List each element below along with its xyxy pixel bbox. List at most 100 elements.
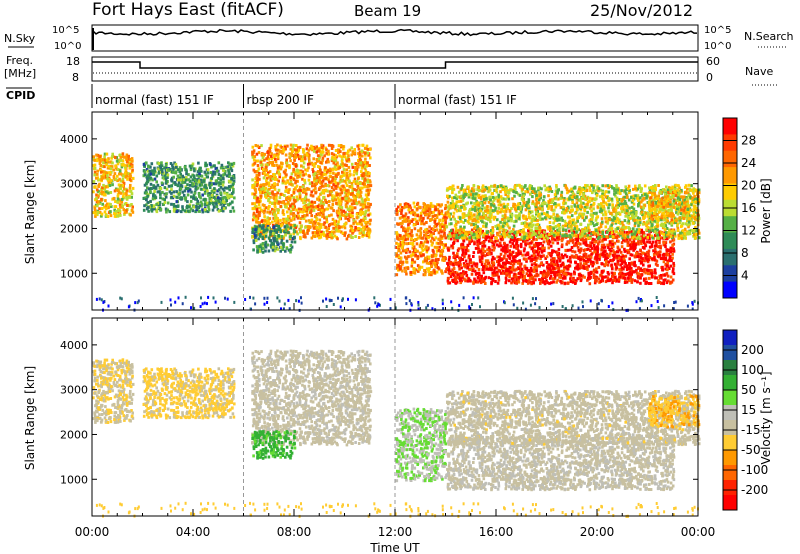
power-cell xyxy=(102,190,105,194)
power-cell xyxy=(107,202,111,206)
power-cell xyxy=(255,207,259,211)
power-cell xyxy=(289,209,293,213)
power-cell xyxy=(118,191,121,194)
power-cell xyxy=(266,163,269,167)
power-cell xyxy=(296,232,299,236)
power-cell xyxy=(290,153,293,157)
power-cell xyxy=(511,250,515,254)
power-cell xyxy=(306,143,309,147)
power-cell xyxy=(298,173,302,177)
power-cell xyxy=(109,160,112,164)
power-cell xyxy=(307,219,311,223)
power-cell xyxy=(256,196,259,200)
power-cell xyxy=(281,209,285,213)
power-cell xyxy=(257,200,261,204)
power-cell xyxy=(474,246,478,250)
power-cell xyxy=(342,168,346,172)
power-cell xyxy=(170,191,173,195)
power-cell xyxy=(363,233,367,237)
power-cell xyxy=(630,253,634,257)
power-cell xyxy=(410,234,413,238)
power-cell xyxy=(413,227,417,231)
power-cell xyxy=(367,198,370,202)
power-cell xyxy=(276,221,279,225)
power-cell xyxy=(366,174,369,178)
power-cell xyxy=(188,188,192,192)
power-cell xyxy=(252,207,255,211)
power-cell xyxy=(122,187,126,191)
power-cell xyxy=(503,261,506,265)
power-cell xyxy=(217,173,221,176)
power-cell xyxy=(190,195,193,199)
power-cell xyxy=(267,181,271,185)
power-cell xyxy=(439,254,442,258)
power-cell xyxy=(229,166,233,170)
power-cell xyxy=(321,209,324,212)
power-cell xyxy=(415,233,419,237)
power-cell xyxy=(466,262,469,266)
power-cell xyxy=(472,280,475,284)
power-cell xyxy=(414,223,417,227)
power-cell xyxy=(437,203,441,207)
power-cell xyxy=(98,155,102,159)
power-cell xyxy=(654,244,657,248)
power-cell xyxy=(594,248,598,252)
power-cell xyxy=(298,210,302,214)
power-cell xyxy=(204,172,208,176)
power-cell xyxy=(481,241,484,245)
power-cell xyxy=(264,231,268,235)
power-cell xyxy=(305,153,309,157)
power-cell xyxy=(295,195,299,199)
power-cell xyxy=(512,279,516,283)
power-cell xyxy=(354,162,358,166)
power-cell xyxy=(443,215,446,219)
power-cell xyxy=(490,258,494,262)
power-cell xyxy=(318,227,321,231)
power-cell xyxy=(333,234,337,238)
power-cell xyxy=(369,218,372,222)
power-cell xyxy=(597,277,601,281)
power-cell xyxy=(176,204,180,208)
power-cell xyxy=(582,258,586,262)
power-cell xyxy=(269,195,272,199)
power-cell xyxy=(279,249,282,253)
power-cell xyxy=(267,221,270,225)
power-cell xyxy=(125,209,128,213)
power-cell xyxy=(434,205,437,209)
power-cell xyxy=(497,263,500,267)
power-cell xyxy=(305,168,309,172)
power-cell xyxy=(295,208,298,212)
noise-tick-bottom-right: 10^0 xyxy=(704,41,731,52)
power-cell xyxy=(360,163,363,167)
power-cell xyxy=(150,169,154,173)
power-cell xyxy=(178,176,182,180)
power-cell xyxy=(294,187,297,191)
power-cell xyxy=(404,238,407,242)
power-cell xyxy=(650,275,654,279)
power-cell xyxy=(431,241,434,245)
power-cell xyxy=(444,270,447,274)
power-cell xyxy=(520,267,523,271)
power-cell xyxy=(100,212,104,216)
power-cell xyxy=(155,174,159,178)
power-cell xyxy=(285,246,289,250)
power-cell xyxy=(231,206,235,210)
power-cell xyxy=(643,241,646,245)
power-cell xyxy=(411,218,415,222)
power-cell xyxy=(597,265,601,269)
power-cell xyxy=(414,249,417,253)
power-cell xyxy=(166,208,170,212)
freq-tick-bottom: 8 xyxy=(72,71,79,84)
power-cell xyxy=(411,252,415,256)
power-cell xyxy=(275,193,278,197)
power-cell xyxy=(329,171,332,175)
power-cell xyxy=(170,195,173,199)
power-cell xyxy=(443,228,446,232)
power-cell xyxy=(664,241,668,245)
power-cell xyxy=(129,162,133,166)
power-cell xyxy=(338,214,341,218)
power-cell xyxy=(125,153,129,157)
power-cell xyxy=(654,250,657,254)
power-cell xyxy=(124,167,127,171)
power-cell xyxy=(438,212,441,216)
